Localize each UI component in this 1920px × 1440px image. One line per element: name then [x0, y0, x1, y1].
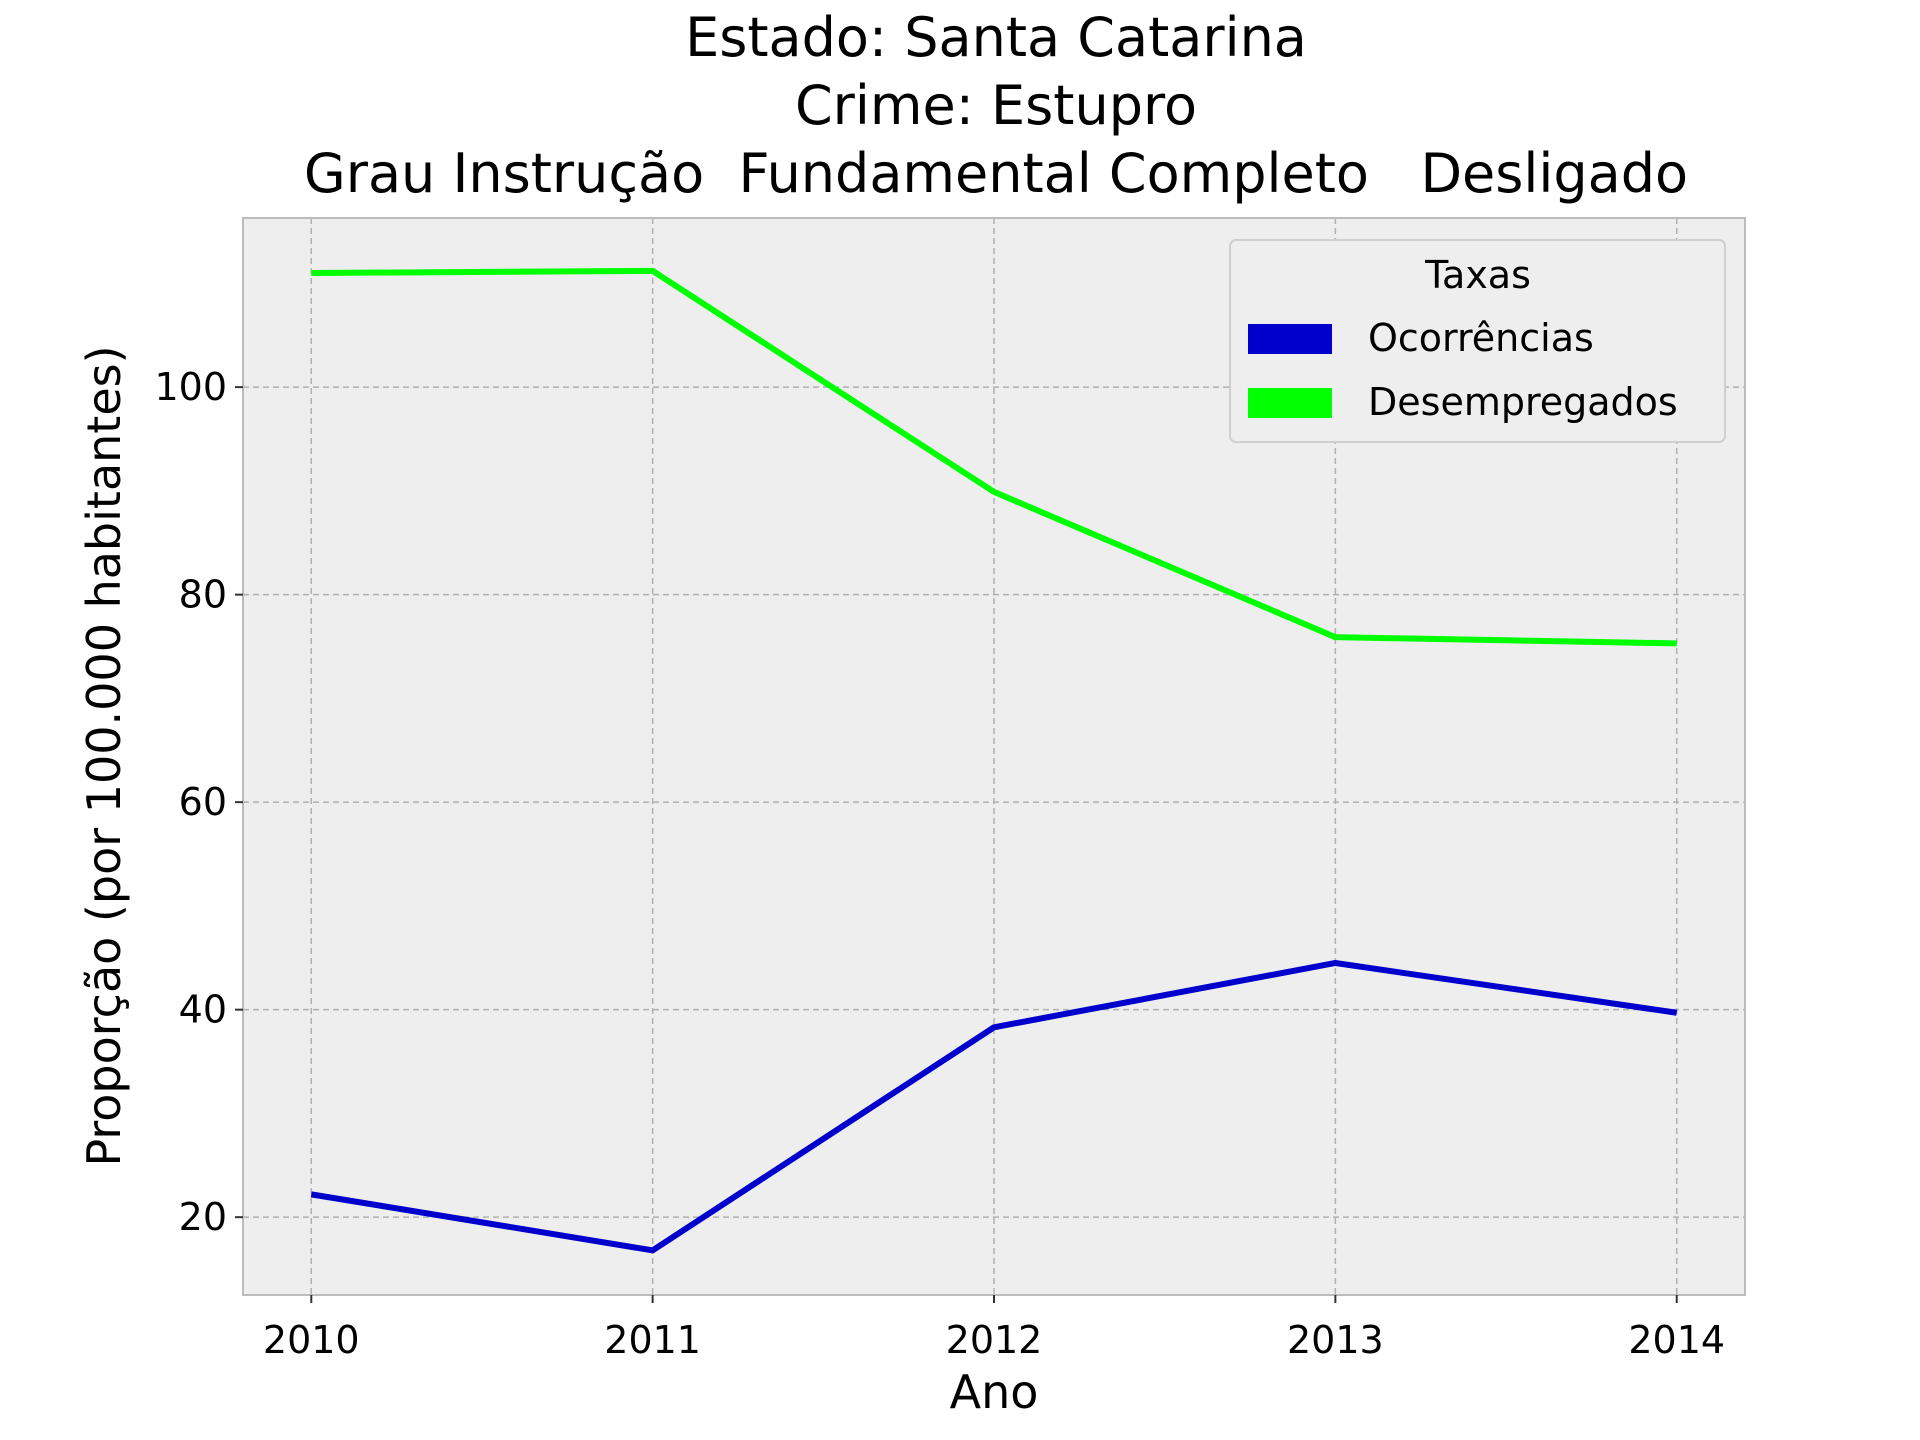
grid [243, 218, 1745, 1295]
y-tick-label: 80 [179, 573, 227, 617]
legend-label-desempregados: Desempregados [1368, 380, 1678, 424]
x-tick-label: 2014 [1628, 1318, 1725, 1362]
x-axis-label: Ano [950, 1365, 1039, 1419]
title-line-2: Crime: Estupro [795, 74, 1197, 137]
y-tick-label: 60 [179, 780, 227, 824]
title-line-3: Grau Instrução Fundamental Completo Desl… [304, 142, 1688, 205]
y-axis-label: Proporção (por 100.000 habitantes) [77, 345, 131, 1166]
title-line-1: Estado: Santa Catarina [685, 6, 1307, 69]
y-tick-label: 40 [179, 988, 227, 1032]
x-tick-label: 2012 [946, 1318, 1043, 1362]
legend-swatch-ocorrencias [1248, 324, 1332, 354]
x-tick-label: 2010 [263, 1318, 360, 1362]
x-axis-ticks: 2010 2011 2012 2013 2014 [263, 1295, 1725, 1362]
series-line-ocorrencias [310, 959, 1678, 1254]
series-line-desempregados [311, 267, 1677, 647]
y-axis-ticks: 20 40 60 80 100 [154, 365, 243, 1239]
series-layer [310, 267, 1678, 1254]
x-tick-label: 2011 [604, 1318, 701, 1362]
legend-box [1229, 239, 1726, 443]
x-tick-label: 2013 [1287, 1318, 1384, 1362]
legend: Taxas Ocorrências Desempregados [1229, 239, 1726, 443]
legend-title: Taxas [1424, 253, 1531, 297]
legend-swatch-desempregados [1248, 388, 1332, 418]
y-tick-label: 20 [179, 1195, 227, 1239]
y-tick-label: 100 [154, 365, 227, 409]
legend-label-ocorrencias: Ocorrências [1368, 316, 1594, 360]
chart-title: Estado: Santa Catarina Crime: Estupro Gr… [304, 6, 1688, 205]
